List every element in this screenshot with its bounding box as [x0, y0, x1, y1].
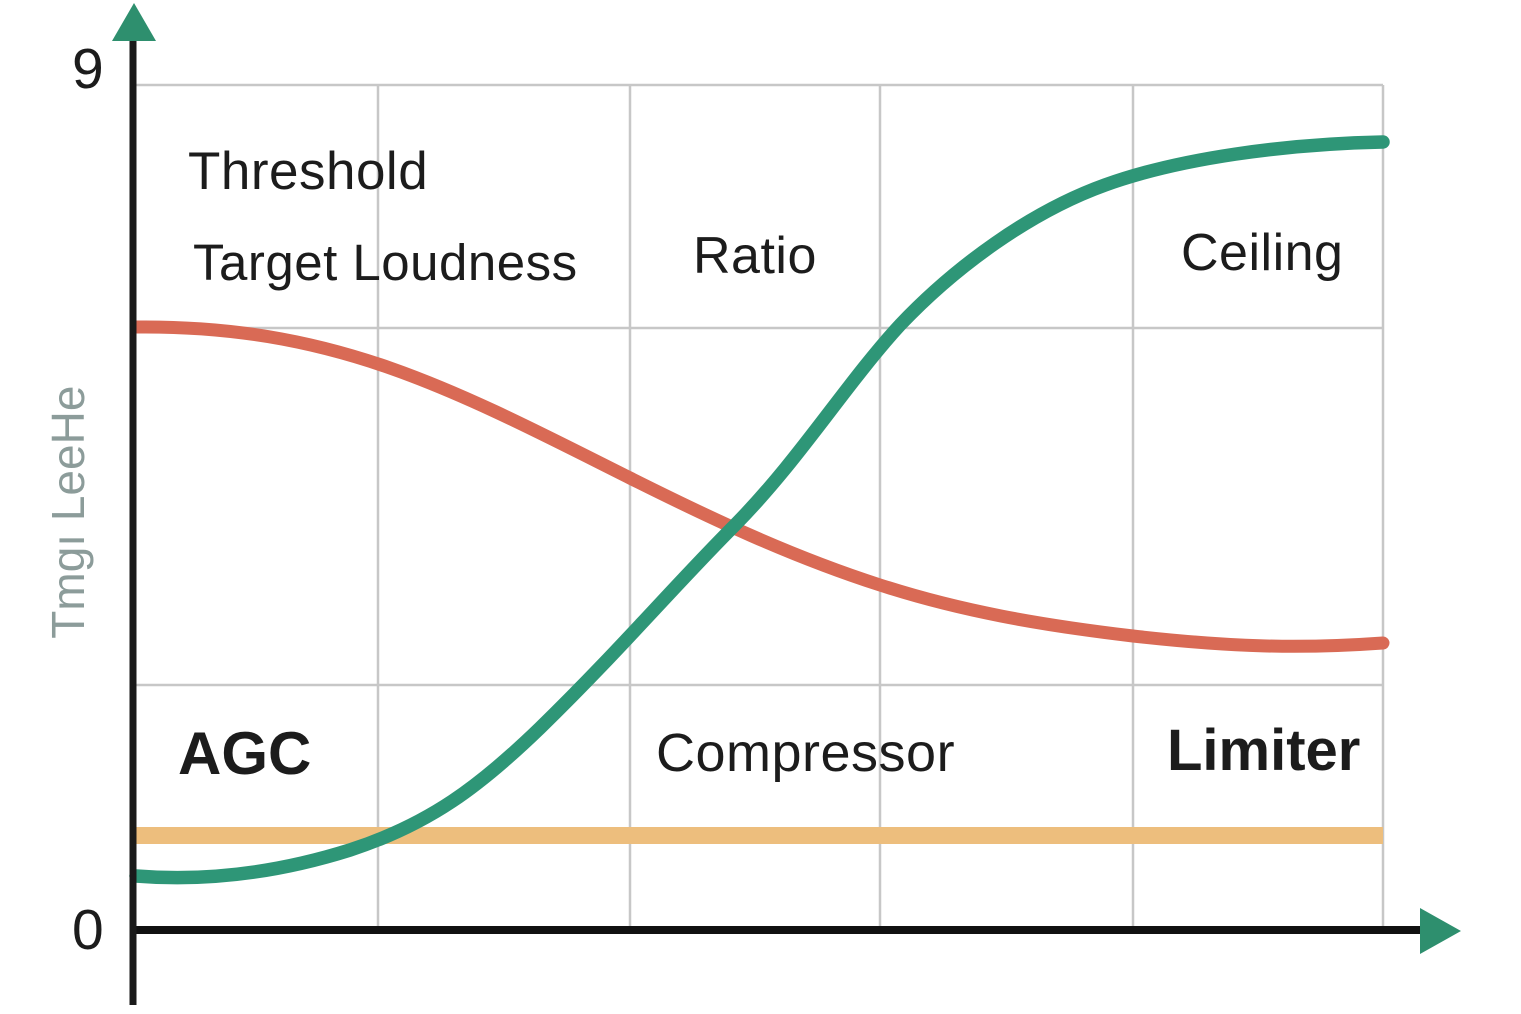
y-axis-arrow-icon: [112, 3, 156, 41]
label-compressor: Compressor: [656, 723, 956, 783]
y-axis-title: Tmgı LeeHe: [41, 385, 94, 639]
label-threshold: Threshold: [188, 142, 429, 201]
x-axis-arrow-icon: [1420, 908, 1461, 954]
green-rising-curve: [129, 135, 1390, 885]
red-falling-curve: [129, 320, 1390, 653]
gridlines: [131, 83, 1385, 930]
y-tick-0: 0: [72, 898, 104, 962]
label-ratio: Ratio: [693, 227, 817, 285]
label-agc: AGC: [178, 720, 312, 787]
label-limiter: Limiter: [1167, 718, 1361, 783]
label-ceiling: Ceiling: [1181, 224, 1344, 282]
y-tick-9: 9: [72, 37, 104, 101]
threshold-band: [136, 827, 1383, 844]
label-target-loudness: Target Loudness: [193, 234, 578, 291]
